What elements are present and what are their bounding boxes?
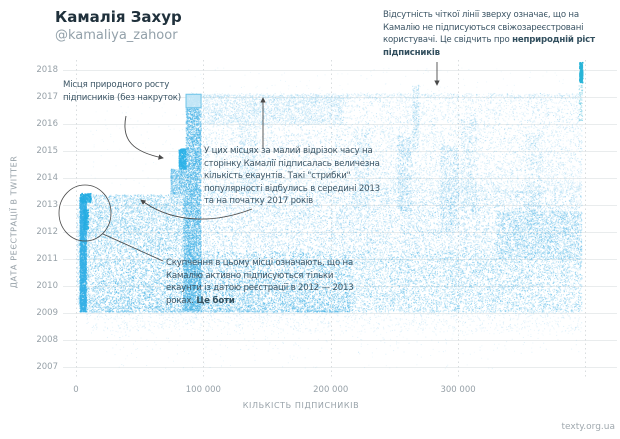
x-tick-100000: 100 000 [185,385,221,395]
y-axis-title: ДАТА РЕЄСТРАЦІЇ В TWITTER [9,155,19,289]
x-axis-title: КІЛЬКІСТЬ ПІДПИСНИКІВ [242,401,360,410]
annotation-text-segment: Відсутність чіткої лінії зверху означає,… [383,10,584,46]
page-title: Камалія Захур [55,8,182,26]
y-tick-2011: 2011 [36,254,58,264]
annotation-natural-growth: Місця природного росту підписників (без … [63,79,189,104]
y-tick-2014: 2014 [36,173,58,183]
watermark-texty: texty.org.ua [561,422,615,432]
y-tick-2008: 2008 [36,335,58,345]
y-tick-2015: 2015 [36,146,58,156]
x-tick-0: 0 [73,385,79,395]
y-tick-2016: 2016 [36,119,58,129]
y-tick-2009: 2009 [36,308,58,318]
y-tick-2012: 2012 [36,227,58,237]
y-tick-2018: 2018 [36,65,58,75]
annotation-text-segment: Скупчення в цьому місці означають, що на… [166,258,354,306]
y-tick-2013: 2013 [36,200,58,210]
annotation-popularity-jumps: У цих місцях за малий відрізок часу на с… [204,145,384,208]
annotation-text-segment: Місця природного росту підписників (без … [63,80,181,103]
annotation-text-segment: Це боти [196,295,235,306]
annotation-bots-cluster: Скупчення в цьому місці означають, що на… [166,257,364,307]
twitter-handle: @kamaliya_zahoor [55,28,178,43]
x-tick-200000: 200 000 [313,385,349,395]
y-tick-2010: 2010 [36,281,58,291]
annotation-unnatural-growth: Відсутність чіткої лінії зверху означає,… [383,9,615,59]
x-tick-300000: 300 000 [440,385,476,395]
y-tick-2007: 2007 [36,362,58,372]
annotation-text-segment: У цих місцях за малий відрізок часу на с… [204,146,380,207]
y-tick-2017: 2017 [36,92,58,102]
annotation-text-segment: неприродній ріст підписників [383,35,595,58]
